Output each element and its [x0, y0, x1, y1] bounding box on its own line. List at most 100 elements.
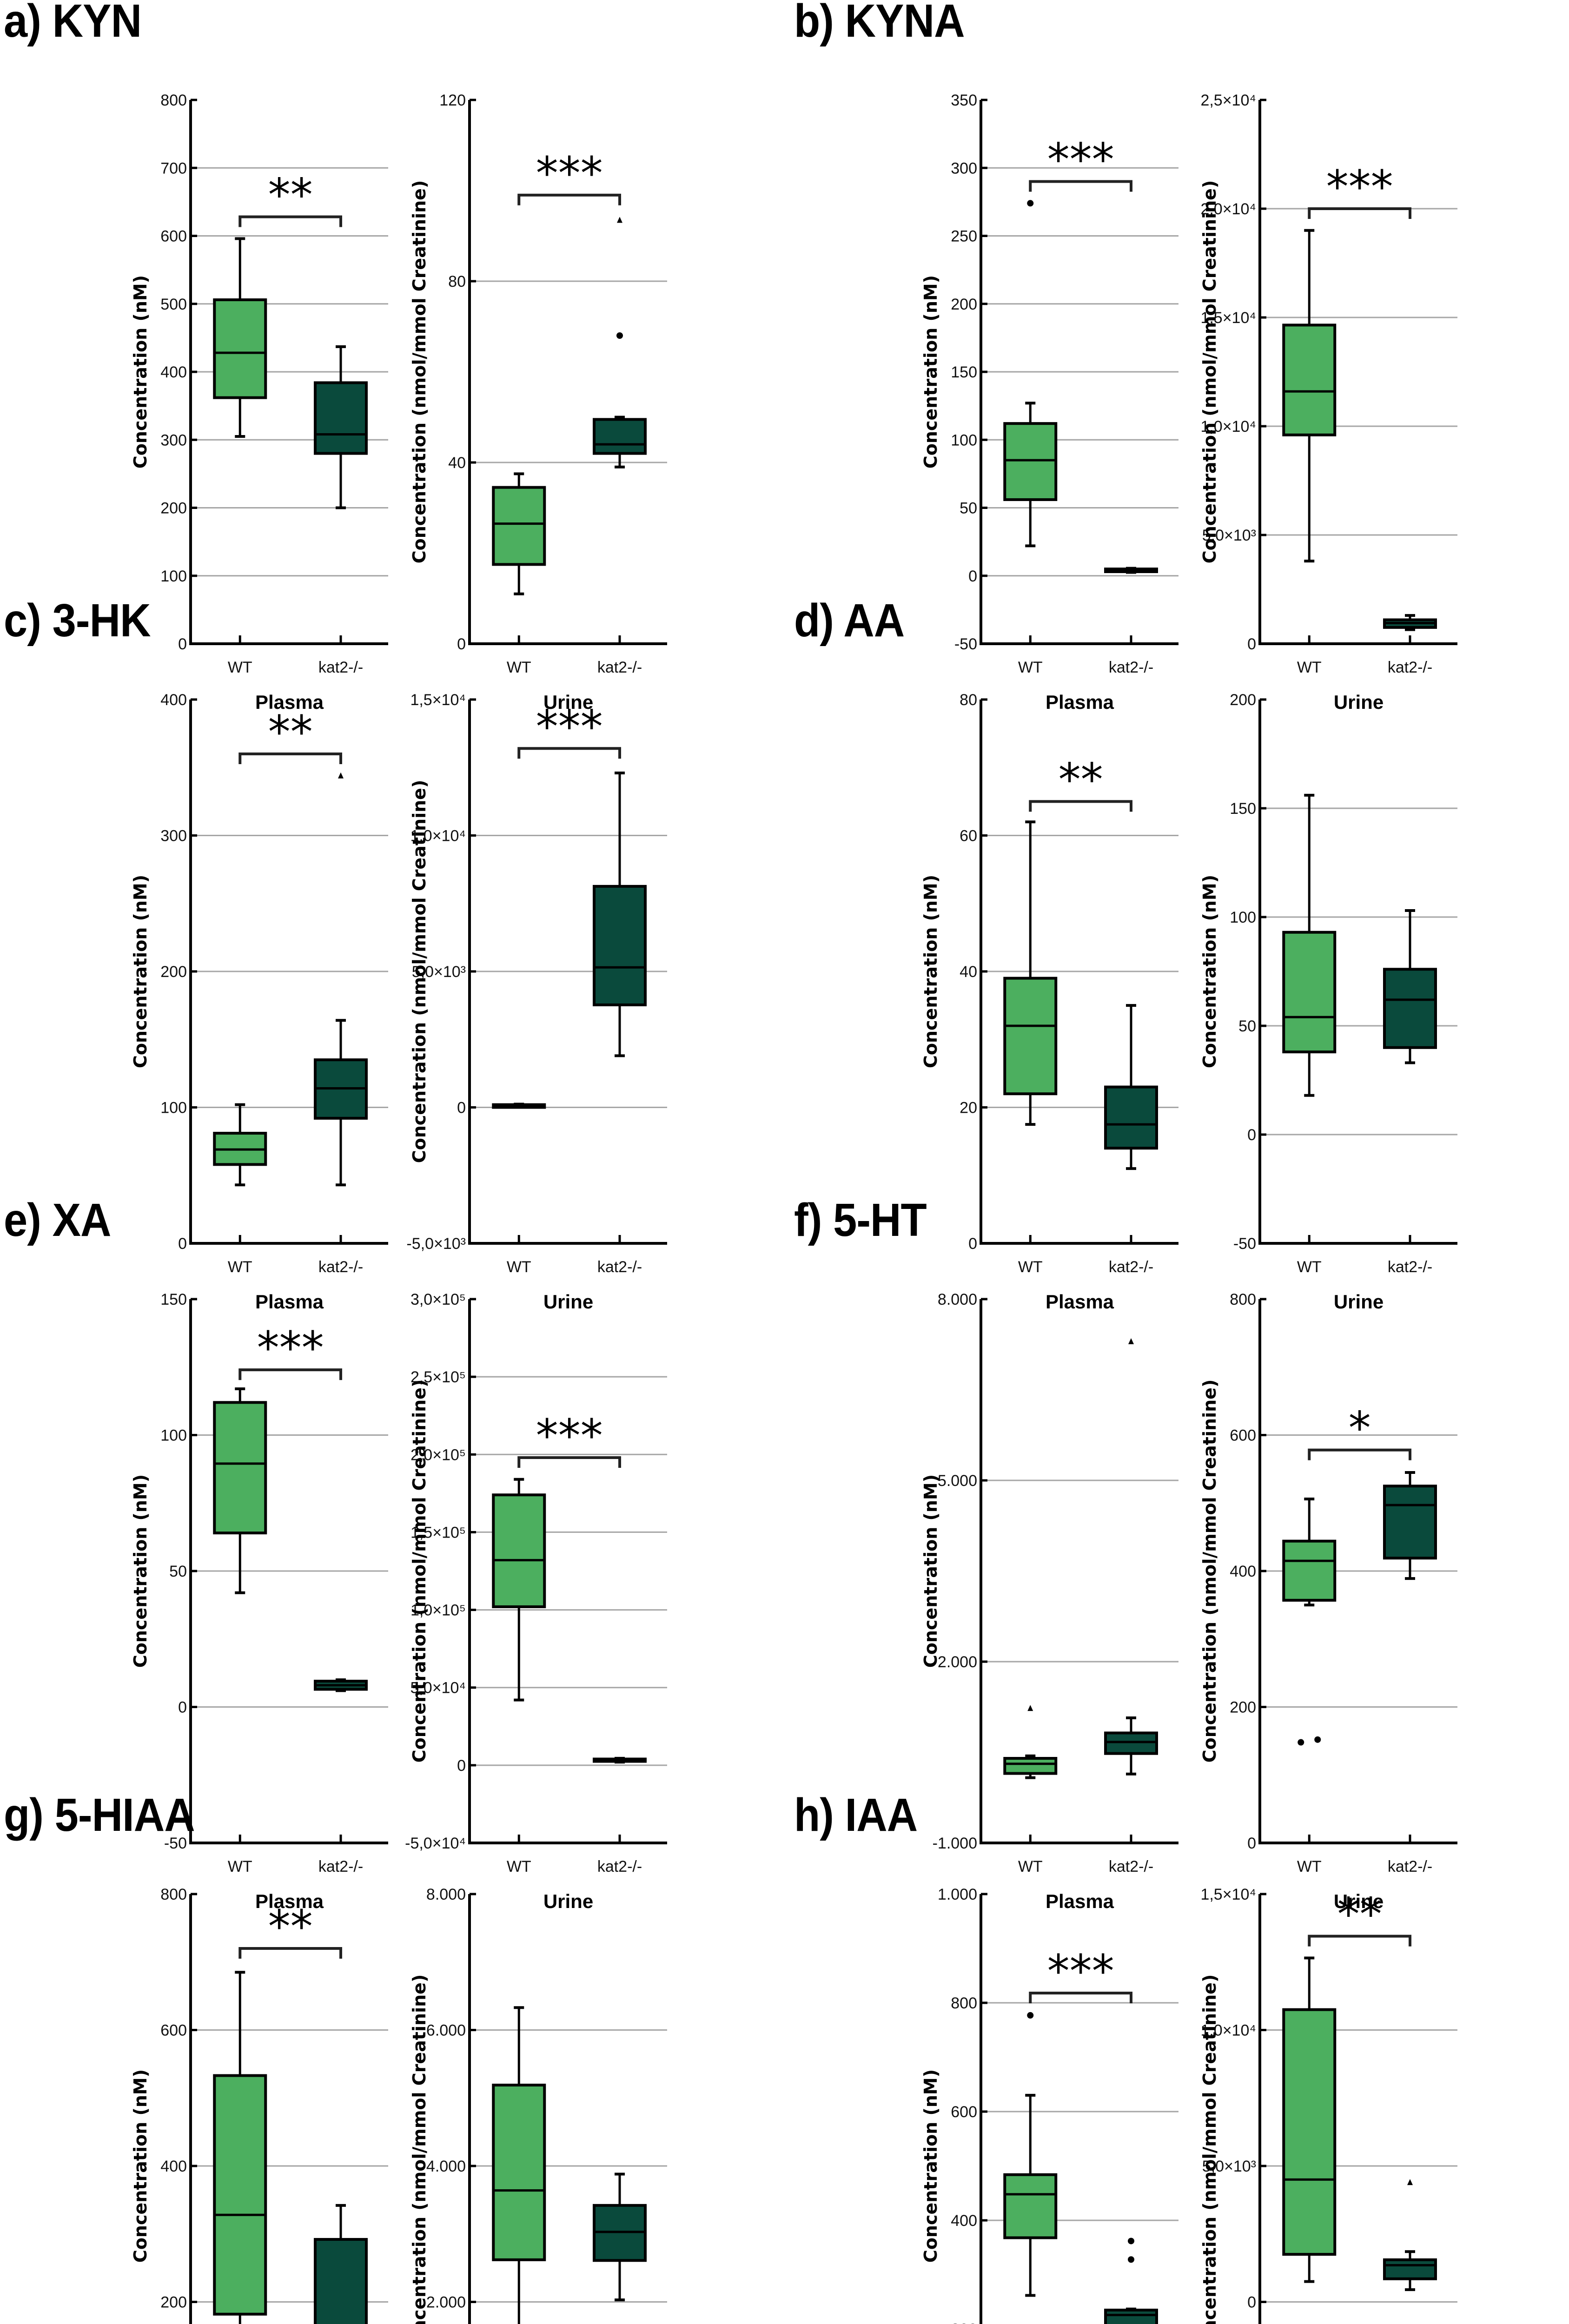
box-iqr: [492, 2083, 546, 2261]
box-iqr: [492, 486, 546, 566]
x-category-label: WT: [228, 1858, 252, 1875]
x-category-label: WT: [1018, 1858, 1043, 1875]
y-tick-label: 6.000: [426, 2022, 466, 2040]
outlier-triangle: [1407, 2179, 1413, 2185]
y-tick-label: 0: [457, 1099, 466, 1117]
x-group-label: Plasma: [255, 1291, 324, 1313]
y-tick-label: 0: [968, 1235, 977, 1253]
box-wt: [213, 1387, 267, 1594]
y-tick-label: 0: [457, 1757, 466, 1775]
x-category-label: WT: [1297, 1858, 1322, 1875]
y-tick-label: 300: [160, 431, 187, 449]
y-tick-label: 800: [160, 1886, 187, 1903]
box-iqr: [1003, 1757, 1058, 1775]
x-category-label: WT: [1018, 659, 1043, 676]
x-group-label: Urine: [543, 691, 593, 713]
y-tick-label: -50: [1233, 1235, 1256, 1253]
significance-label: ***: [1047, 134, 1114, 186]
significance-label: ***: [257, 1322, 324, 1374]
outlier-circle: [1027, 200, 1034, 207]
y-tick-label: 0: [457, 635, 466, 653]
box-iqr: [1282, 1539, 1337, 1602]
y-axis-label: Concentration (nmol/mmol Creatinine): [409, 1974, 430, 2324]
y-tick-label: 100: [160, 1099, 187, 1117]
significance-label: ***: [1326, 161, 1393, 213]
y-axis-label: Concentration (nM): [1199, 875, 1220, 1068]
y-tick-label: 1,0×10⁵: [410, 1602, 466, 1619]
y-tick-label: 60: [960, 827, 977, 845]
box-kat2: [1104, 1004, 1158, 1170]
panel-iaa: h) IAA 0 200 400 600 800 1.000 WT kat2-/- Plasma…: [790, 1789, 1569, 2324]
boxplot-plasma: 02004006008001.000WTkat2-/-PlasmaConcent…: [920, 1886, 1178, 2324]
y-tick-label: 5.000: [938, 1472, 977, 1490]
y-axis-label: Concentration (nM): [920, 875, 941, 1068]
y-axis-label: Concentration (nmol/mmol Creatinine): [1199, 1380, 1220, 1763]
box-kat2: [1104, 2238, 1158, 2324]
y-tick-label: 2.000: [426, 2294, 466, 2311]
x-category-label: kat2-/-: [318, 1258, 363, 1276]
boxplot-plasma: 0200400600800WTkat2-/-PlasmaConcentratio…: [130, 1886, 388, 2324]
y-tick-label: 80: [448, 273, 466, 290]
significance-label: ***: [536, 1410, 603, 1462]
significance-bracket: [1308, 207, 1411, 219]
box-wt: [1003, 200, 1058, 548]
significance-label: *: [1349, 1402, 1371, 1454]
box-iqr: [1282, 324, 1337, 436]
boxplot-urine: -5,0×10³05,0×10³1,0×10⁴1,5×10⁴WTkat2-/-U…: [1199, 1886, 1457, 2324]
y-tick-label: 5,0×10³: [1202, 2158, 1256, 2175]
box-iqr: [492, 1493, 546, 1608]
significance-bracket: [517, 193, 621, 205]
y-axis-label: Concentration (nM): [920, 1474, 941, 1668]
box-wt: [492, 2006, 546, 2324]
y-tick-label: 200: [160, 2294, 187, 2311]
x-group-label: Plasma: [255, 1890, 324, 1912]
y-tick-label: 2,0×10⁴: [1200, 200, 1256, 218]
y-tick-label: 0: [1247, 1126, 1256, 1144]
y-tick-label: 200: [951, 2321, 977, 2324]
y-tick-label: 40: [448, 454, 466, 472]
outlier-triangle: [617, 217, 622, 223]
y-tick-label: 800: [160, 92, 187, 109]
x-category-label: WT: [228, 1258, 252, 1276]
box-kat2: [1104, 567, 1158, 574]
y-tick-label: 8.000: [938, 1291, 977, 1308]
y-tick-label: 5,0×10⁴: [410, 1679, 466, 1697]
box-iqr: [593, 885, 647, 1006]
y-tick-label: 150: [951, 363, 977, 381]
y-tick-label: 400: [160, 363, 187, 381]
outlier-triangle: [338, 772, 344, 779]
box-kat2: [1104, 1338, 1158, 1776]
x-group-label: Urine: [1334, 1890, 1384, 1912]
panel-title: g) 5-HIAA: [4, 1789, 195, 1841]
y-axis-label: Concentration (nM): [920, 275, 941, 469]
box-kat2: [593, 771, 647, 1057]
x-category-label: kat2-/-: [597, 1258, 642, 1276]
box-kat2: [1383, 909, 1437, 1064]
x-category-label: WT: [507, 1858, 531, 1875]
y-axis-label: Concentration (nM): [130, 875, 151, 1068]
y-tick-label: 150: [160, 1291, 187, 1308]
y-tick-label: 1,0×10⁴: [410, 827, 466, 845]
y-tick-label: 200: [160, 963, 187, 981]
y-axis-label: Concentration (nmol/mmol Creatinine): [1199, 1974, 1220, 2324]
y-tick-label: 0: [178, 1235, 187, 1253]
x-group-label: Urine: [543, 1291, 593, 1313]
y-tick-label: 1,0×10⁴: [1200, 418, 1256, 436]
box-wt: [1003, 2012, 1058, 2297]
y-tick-label: 100: [160, 1427, 187, 1445]
x-group-label: Plasma: [1046, 1291, 1114, 1313]
box-iqr: [213, 1401, 267, 1535]
significance-bracket: [1308, 1448, 1411, 1460]
y-tick-label: 80: [960, 691, 977, 709]
y-tick-label: -50: [954, 635, 977, 653]
boxplot-plasma: 0 100 200 300 400 WT kat2-/- Plasma Concentratio…: [130, 691, 388, 1313]
significance-label: **: [268, 706, 313, 758]
panel-title: f) 5-HT: [794, 1194, 927, 1246]
x-category-label: WT: [1018, 1258, 1043, 1276]
box-kat2: [314, 2204, 368, 2324]
y-tick-label: 5,0×10³: [1202, 527, 1256, 544]
significance-bracket: [517, 747, 621, 759]
x-category-label: WT: [1297, 1258, 1322, 1276]
y-tick-label: 150: [1230, 800, 1256, 818]
